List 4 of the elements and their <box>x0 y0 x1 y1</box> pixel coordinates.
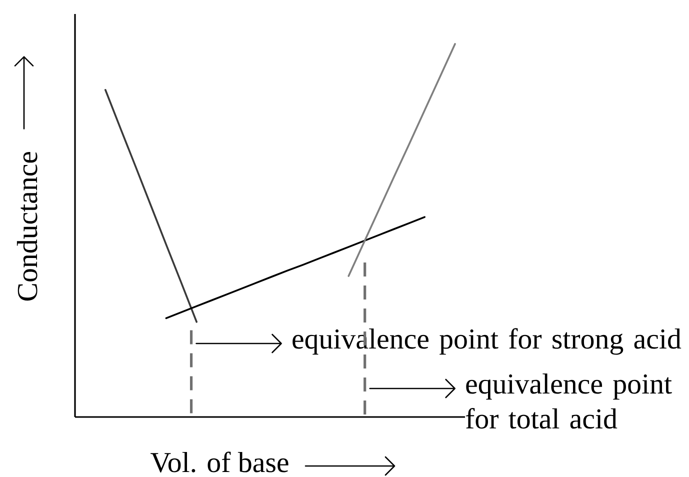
annotation: equivalence point for strong acid <box>292 328 682 355</box>
y-axis-title: Conductance <box>16 152 38 301</box>
x-axis-title: Vol. of base <box>150 452 288 472</box>
text: equivalence point for total acid <box>466 373 672 429</box>
